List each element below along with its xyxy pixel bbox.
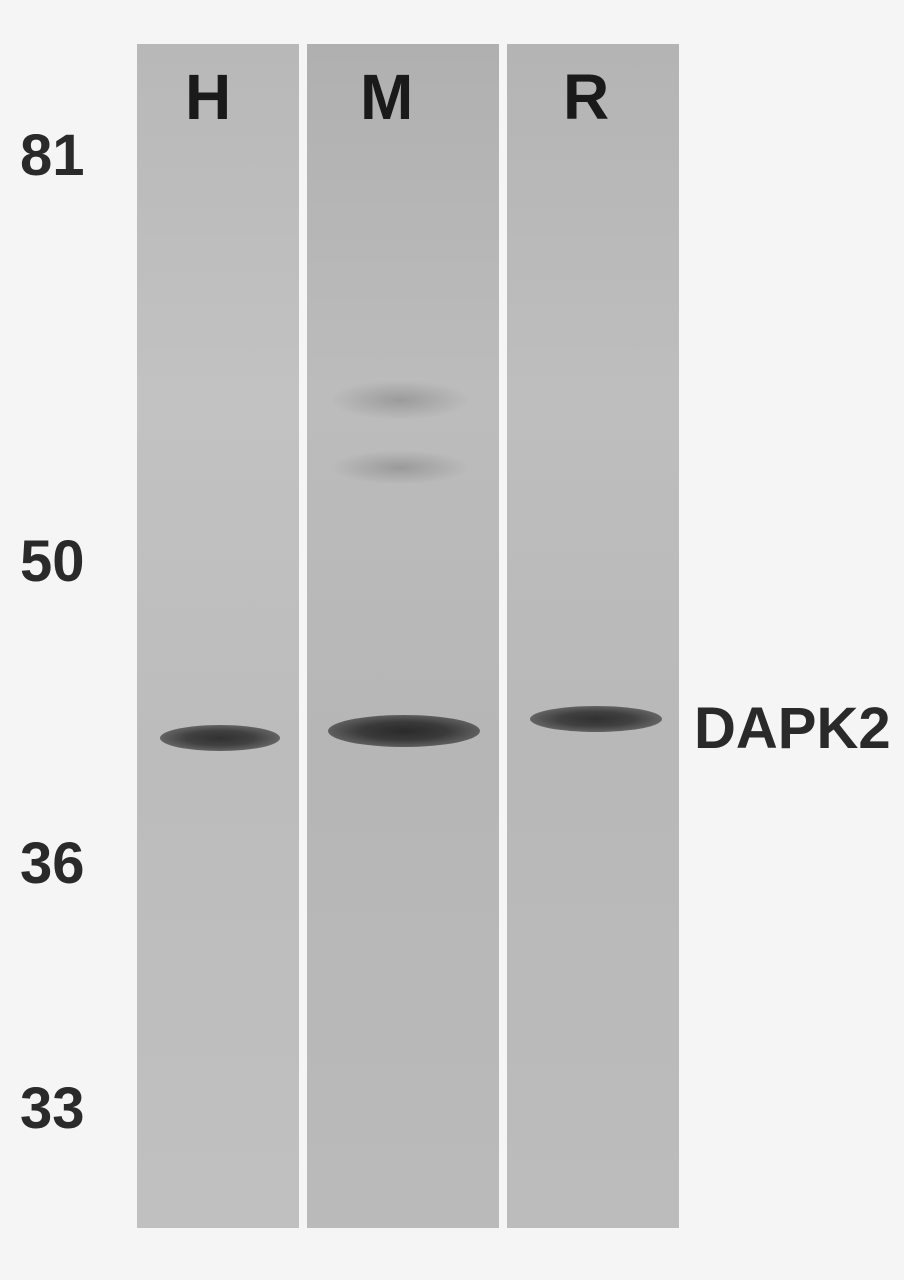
western-blot-container: H M R 81 50 36 33 DAPK2	[0, 0, 904, 1280]
mw-marker-36: 36	[20, 830, 85, 897]
band-h-dapk2	[160, 725, 280, 751]
mw-marker-81: 81	[20, 122, 85, 189]
background-smear	[330, 380, 470, 420]
lane-m	[307, 44, 499, 1228]
lane-label-h: H	[185, 60, 231, 134]
lane-label-r: R	[563, 60, 609, 134]
lane-h	[137, 44, 299, 1228]
mw-marker-50: 50	[20, 528, 85, 595]
lane-label-m: M	[360, 60, 413, 134]
band-m-dapk2	[328, 715, 480, 747]
protein-label-dapk2: DAPK2	[694, 695, 891, 762]
background-smear	[330, 450, 470, 485]
mw-marker-33: 33	[20, 1075, 85, 1142]
lane-r	[507, 44, 679, 1228]
band-r-dapk2	[530, 706, 662, 732]
